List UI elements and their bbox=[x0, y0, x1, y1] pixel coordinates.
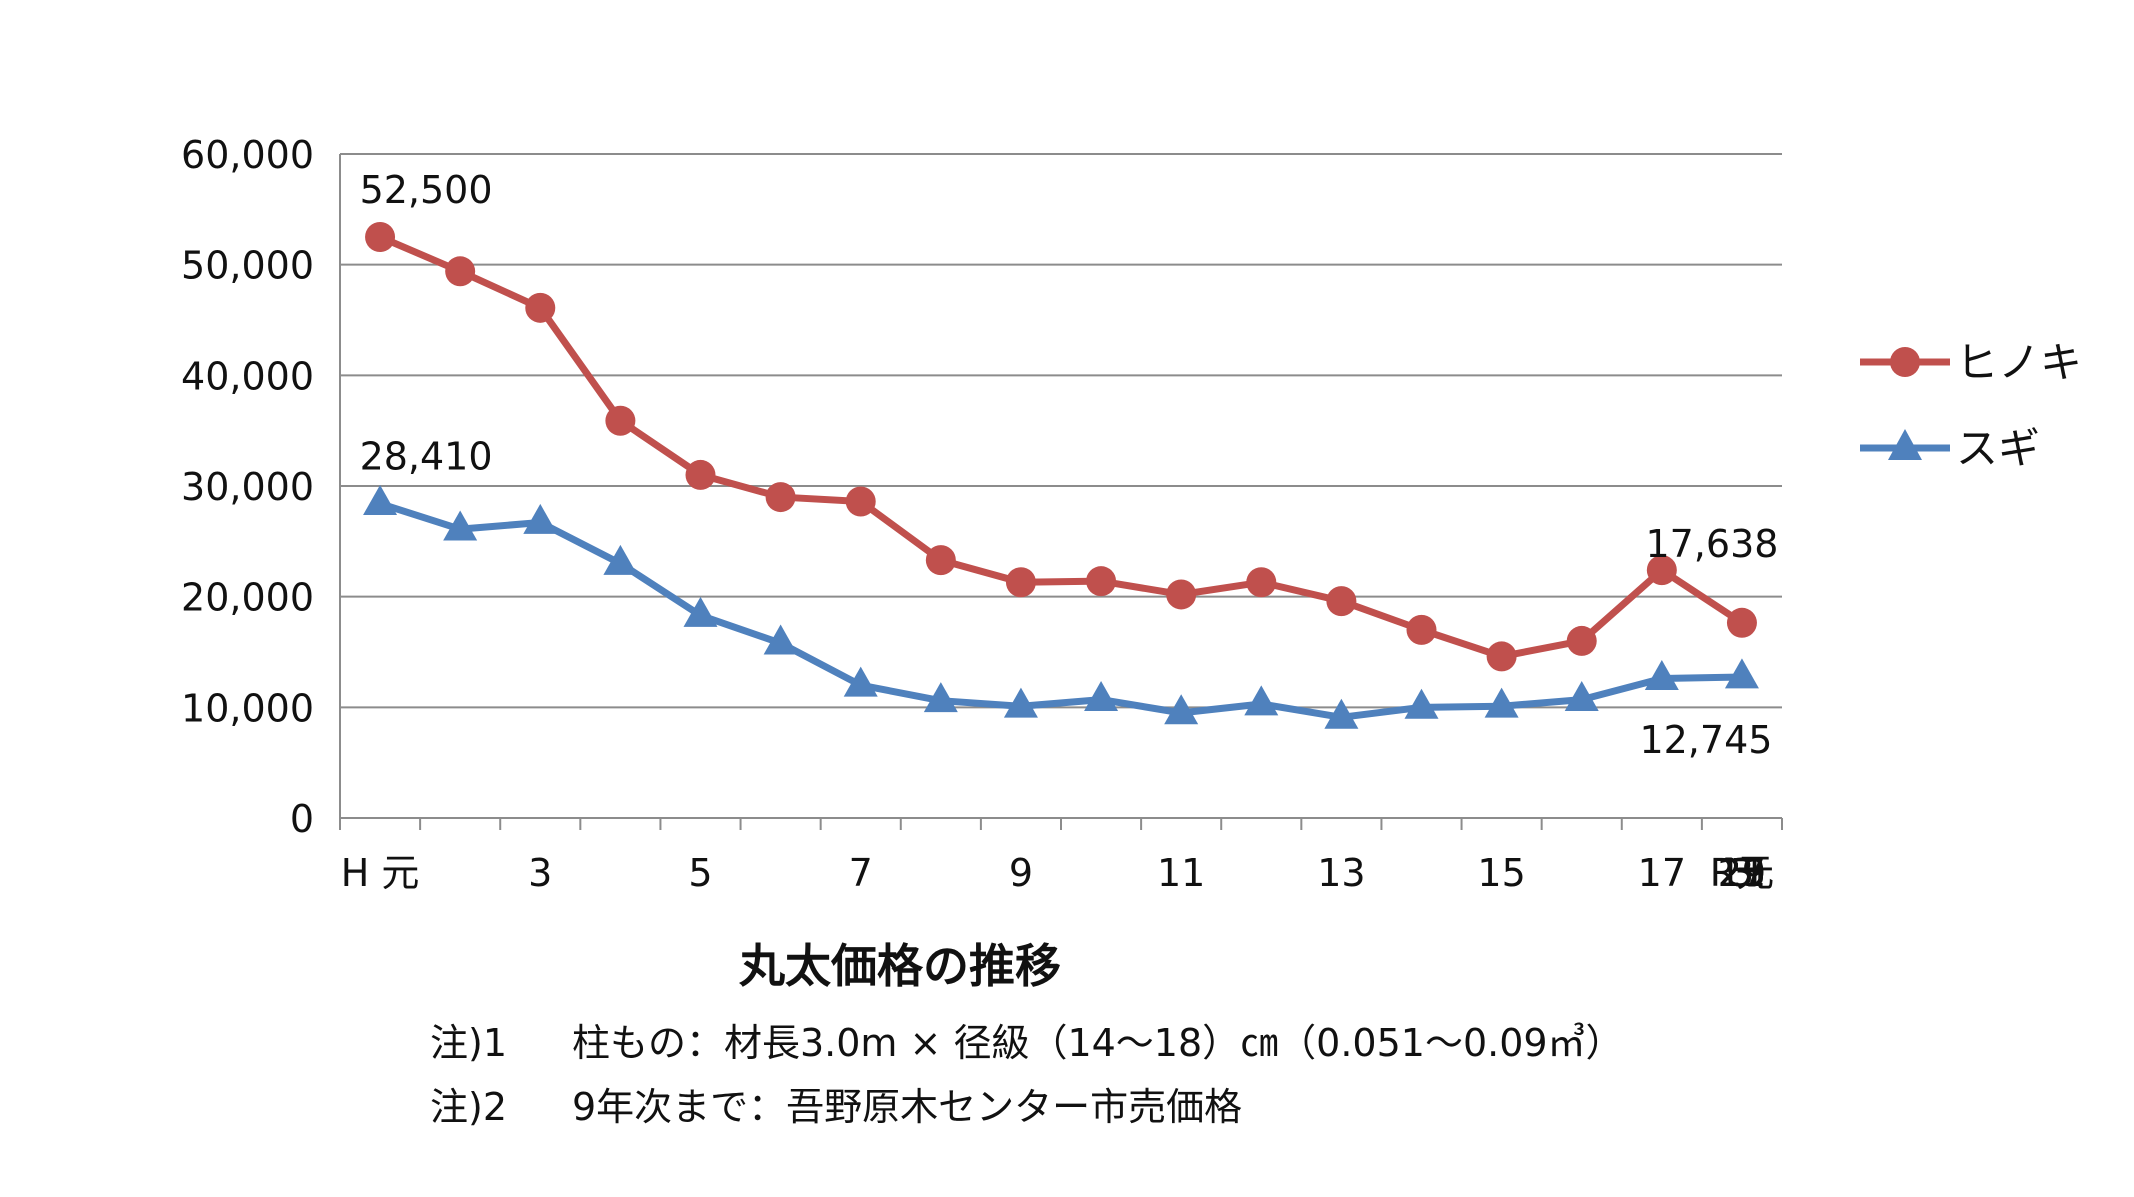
x-tick-label: H 元 bbox=[341, 851, 420, 895]
point-1-11 bbox=[1244, 685, 1279, 716]
point-0-8 bbox=[1005, 567, 1036, 598]
x-tick-label: 11 bbox=[1157, 851, 1205, 895]
x-tick-label: 5 bbox=[1730, 851, 1754, 895]
point-0-4 bbox=[685, 459, 716, 490]
x-tick-label: 15 bbox=[1477, 851, 1525, 895]
note-1-label: 注)1 bbox=[430, 1021, 508, 1065]
x-tick-label: 17 bbox=[1638, 851, 1686, 895]
y-tick-label: 10,000 bbox=[181, 686, 314, 730]
point-1-16 bbox=[1644, 659, 1679, 690]
point-0-6 bbox=[845, 486, 876, 517]
x-tick-label: 3 bbox=[528, 851, 552, 895]
point-1-17 bbox=[1724, 658, 1759, 689]
point-0-9 bbox=[1086, 566, 1117, 597]
x-tick-label: 9 bbox=[1009, 851, 1033, 895]
y-tick-label: 0 bbox=[290, 797, 314, 841]
point-0-2 bbox=[525, 292, 556, 323]
series-line-0 bbox=[378, 233, 1744, 660]
point-0-5 bbox=[765, 482, 796, 513]
point-0-13 bbox=[1406, 614, 1437, 645]
point-1-7 bbox=[923, 682, 958, 713]
point-1-9 bbox=[1084, 680, 1119, 711]
chart-caption: 丸太価格の推移 bbox=[739, 939, 1061, 993]
note-2-label: 注)2 bbox=[430, 1085, 508, 1129]
point-0-1 bbox=[445, 256, 476, 287]
point-1-13 bbox=[1404, 688, 1439, 719]
point-0-10 bbox=[1166, 579, 1197, 610]
x-tick-label: 25 bbox=[1718, 851, 1766, 895]
point-1-4 bbox=[683, 596, 718, 627]
legend-marker-0 bbox=[1890, 347, 1920, 377]
point-0-17 bbox=[1726, 607, 1757, 638]
point-0-0 bbox=[365, 222, 396, 252]
data-label: 28,410 bbox=[360, 435, 493, 479]
note-1: 注)1 柱もの：材長3.0m × 径級（14〜18）㎝（0.051〜0.09㎥） bbox=[430, 1012, 1624, 1067]
point-0-7 bbox=[925, 545, 956, 576]
point-0-15 bbox=[1566, 625, 1597, 656]
data-label: 17,638 bbox=[1645, 522, 1778, 566]
x-tick-label: 5 bbox=[688, 851, 712, 895]
gridlines bbox=[340, 153, 1782, 709]
point-0-3 bbox=[605, 405, 636, 436]
note-1-text: 柱もの：材長3.0m × 径級（14〜18）㎝（0.051〜0.09㎥） bbox=[572, 1021, 1624, 1065]
series-line-1 bbox=[378, 500, 1743, 721]
x-tick-label: 3 bbox=[1730, 851, 1754, 895]
x-tick-label: 19 bbox=[1718, 851, 1766, 895]
point-0-11 bbox=[1246, 567, 1277, 598]
y-tick-label: 20,000 bbox=[181, 576, 314, 620]
point-0-16 bbox=[1646, 555, 1677, 586]
legend-label-0: ヒノキ bbox=[1956, 338, 2082, 387]
point-1-2 bbox=[523, 503, 558, 534]
point-1-10 bbox=[1164, 694, 1199, 725]
point-0-14 bbox=[1486, 641, 1517, 672]
point-1-1 bbox=[443, 510, 478, 541]
axes bbox=[339, 154, 1783, 830]
y-tick-labels: 0 10,000 20,000 30,000 40,000 50,000 60,000 bbox=[181, 133, 314, 841]
note-2-text: 9年次まで：吾野原木センター市売価格 bbox=[572, 1085, 1243, 1129]
x-tick-label: 7 bbox=[849, 851, 873, 895]
x-tick-label: 23 bbox=[1718, 851, 1766, 895]
y-tick-label: 40,000 bbox=[181, 354, 314, 398]
legend-marker-1 bbox=[1888, 429, 1922, 460]
x-tick-label: R元 bbox=[1710, 851, 1774, 895]
data-label: 52,500 bbox=[360, 168, 493, 212]
x-tick-label: 29 bbox=[1718, 851, 1766, 895]
note-2: 注)2 9年次まで：吾野原木センター市売価格 bbox=[430, 1076, 1242, 1131]
series-markers bbox=[363, 222, 1759, 729]
y-tick-label: 50,000 bbox=[181, 244, 314, 288]
series-lines bbox=[378, 233, 1744, 721]
y-tick-label: 60,000 bbox=[181, 133, 314, 177]
line-chart: 0 10,000 20,000 30,000 40,000 50,000 60,000 H … bbox=[181, 133, 2082, 895]
y-tick-label: 30,000 bbox=[181, 465, 314, 509]
x-tick-label: 27 bbox=[1718, 851, 1766, 895]
point-1-8 bbox=[1003, 687, 1038, 718]
x-tick-label: 21 bbox=[1718, 851, 1766, 895]
point-0-12 bbox=[1326, 586, 1357, 617]
x-tick-label: 13 bbox=[1317, 851, 1365, 895]
data-label: 12,745 bbox=[1639, 718, 1772, 762]
point-1-12 bbox=[1324, 698, 1359, 729]
point-1-5 bbox=[763, 624, 798, 655]
point-1-6 bbox=[843, 666, 878, 697]
point-1-3 bbox=[603, 544, 638, 575]
point-1-0 bbox=[363, 484, 398, 515]
point-1-14 bbox=[1484, 687, 1519, 718]
point-1-15 bbox=[1564, 680, 1599, 711]
legend-label-1: スギ bbox=[1956, 424, 2040, 473]
data-labels: 52,500 28,410 17,638 12,745 bbox=[360, 168, 1779, 762]
